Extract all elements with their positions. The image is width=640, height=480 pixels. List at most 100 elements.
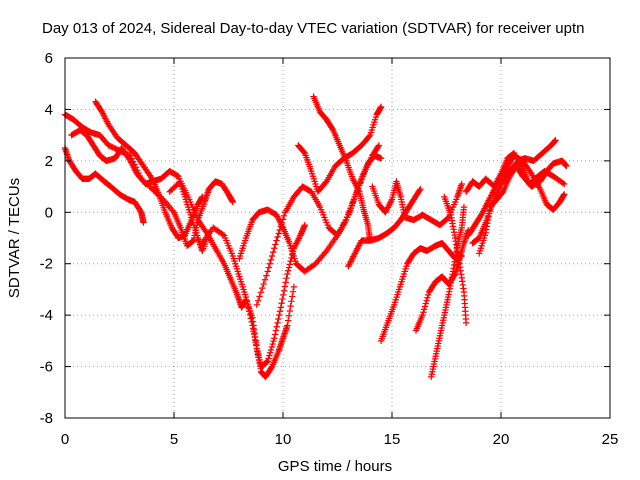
data-point xyxy=(263,358,271,366)
data-point xyxy=(351,193,359,201)
data-point xyxy=(260,280,267,288)
x-tick-label: 5 xyxy=(170,431,178,448)
data-point xyxy=(269,248,277,256)
data-point xyxy=(256,293,263,300)
data-point xyxy=(284,270,291,278)
series-sat-k xyxy=(345,185,424,270)
data-point xyxy=(287,302,294,310)
data-point xyxy=(174,172,181,179)
data-point xyxy=(280,212,288,220)
data-point xyxy=(257,289,265,296)
data-point xyxy=(421,303,429,310)
data-point xyxy=(261,276,269,283)
data-point xyxy=(288,298,295,305)
data-point xyxy=(248,318,255,326)
x-tick-label: 20 xyxy=(493,431,510,448)
data-point xyxy=(419,311,426,319)
x-tick-label: 0 xyxy=(61,431,69,448)
data-point xyxy=(267,256,275,264)
plot-frame xyxy=(64,57,611,419)
y-tick-label: -2 xyxy=(40,256,53,273)
data-point xyxy=(280,287,288,294)
data-point xyxy=(425,291,432,299)
data-point xyxy=(219,231,226,238)
data-point xyxy=(267,346,275,354)
data-point xyxy=(253,301,261,309)
data-point xyxy=(280,291,287,299)
data-point xyxy=(268,364,275,372)
data-point xyxy=(246,308,253,315)
data-point xyxy=(272,241,279,248)
data-point xyxy=(242,293,250,301)
y-axis-label: SDTVAR / TECUs xyxy=(6,178,23,298)
data-point xyxy=(263,272,270,279)
x-tick-label: 15 xyxy=(384,431,401,448)
data-point xyxy=(563,162,570,170)
data-point xyxy=(271,331,279,338)
data-point xyxy=(344,213,351,221)
data-point xyxy=(268,343,276,351)
data-point xyxy=(278,300,285,307)
data-point xyxy=(265,264,273,271)
data-point xyxy=(189,238,197,245)
data-point xyxy=(365,133,373,140)
data-point xyxy=(229,198,237,206)
data-point xyxy=(349,199,356,206)
data-point xyxy=(255,297,262,304)
data-point xyxy=(444,215,451,222)
data-point xyxy=(458,180,465,188)
data-point xyxy=(271,245,278,252)
data-point xyxy=(276,226,283,234)
y-tick-label: -4 xyxy=(40,307,53,324)
data-point xyxy=(377,155,385,162)
data-point xyxy=(422,300,429,307)
series-sat-j xyxy=(310,93,374,244)
data-point xyxy=(270,337,277,345)
data-point xyxy=(423,297,430,304)
data-point xyxy=(289,288,297,295)
y-tick-label: 2 xyxy=(45,153,53,170)
data-point xyxy=(277,304,285,311)
data-point xyxy=(420,306,428,313)
data-point xyxy=(284,322,291,329)
data-point xyxy=(277,223,285,230)
data-points xyxy=(61,93,570,381)
data-point xyxy=(266,260,274,267)
data-point xyxy=(273,237,280,244)
y-tick-label: 4 xyxy=(45,101,53,118)
data-point xyxy=(274,319,281,327)
data-point xyxy=(269,340,276,348)
data-point xyxy=(276,308,284,315)
data-point xyxy=(561,180,568,188)
series-sat-c xyxy=(61,144,147,226)
x-tick-label: 10 xyxy=(275,431,292,448)
data-point xyxy=(284,267,292,274)
series-sat-l xyxy=(369,178,465,229)
data-point xyxy=(281,283,289,290)
series-sat-r xyxy=(465,152,568,239)
data-point xyxy=(268,252,276,260)
data-point xyxy=(357,179,364,186)
data-point xyxy=(199,193,206,201)
data-point xyxy=(348,202,355,209)
axis-ticks: 0 5 10 15 20 25 -8 -6 -4 -2 0 2 4 6 xyxy=(40,50,619,448)
data-point xyxy=(285,264,293,271)
chart-title: Day 013 of 2024, Sidereal Day-to-day VTE… xyxy=(42,20,584,37)
data-point xyxy=(275,311,283,319)
data-point xyxy=(264,268,271,275)
series-sat-b xyxy=(68,126,213,255)
data-point xyxy=(140,219,147,226)
data-point xyxy=(322,179,329,186)
data-point xyxy=(286,307,294,315)
data-point xyxy=(265,355,272,362)
grid-lines xyxy=(65,58,610,418)
data-point xyxy=(285,312,293,319)
data-point xyxy=(424,294,431,301)
data-point xyxy=(375,142,383,149)
series-sat-h xyxy=(253,142,383,309)
data-point xyxy=(417,185,424,193)
series-sat-d xyxy=(92,98,206,242)
data-point xyxy=(272,327,280,334)
